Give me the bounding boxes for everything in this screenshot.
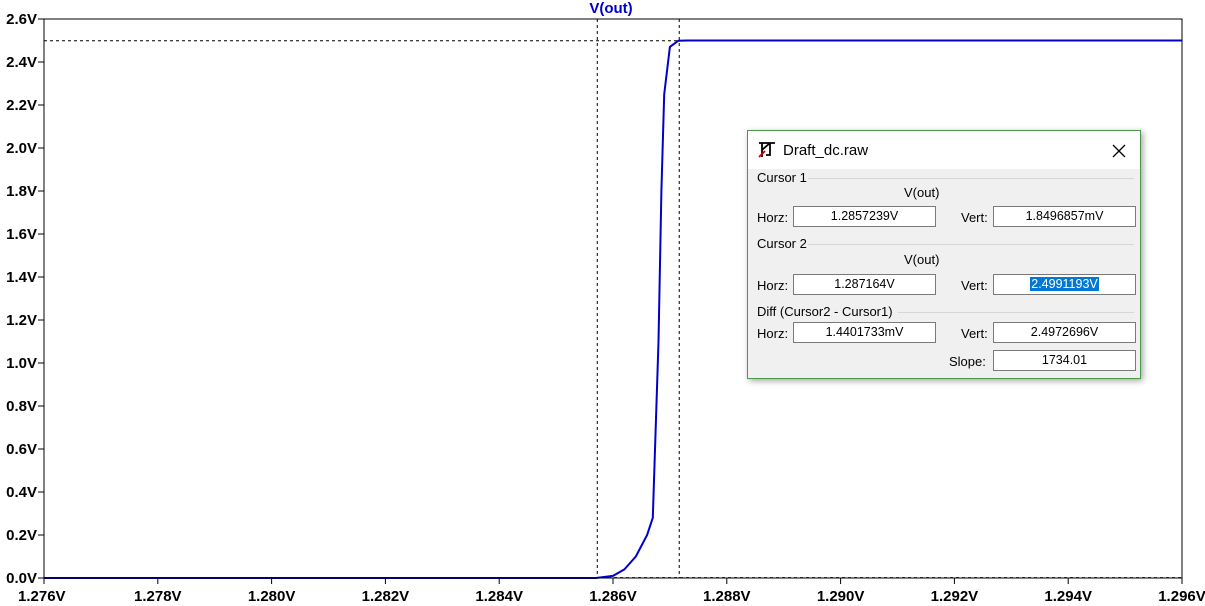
y-tick-label: 2.0V bbox=[6, 140, 37, 157]
x-tick-label: 1.280V bbox=[248, 588, 296, 605]
x-tick-label: 1.290V bbox=[817, 588, 865, 605]
y-tick-label: 1.4V bbox=[6, 269, 37, 286]
divider bbox=[898, 312, 1134, 313]
y-tick-label: 0.6V bbox=[6, 441, 37, 458]
slope-field[interactable]: 1734.01 bbox=[993, 350, 1136, 371]
divider bbox=[808, 244, 1134, 245]
cursor2-horz-field[interactable]: 1.287164V bbox=[793, 274, 936, 295]
cursor1-label: Cursor 1 bbox=[757, 170, 807, 185]
cursor2-horz-label: Horz: bbox=[757, 278, 789, 293]
cursor1-horz-field[interactable]: 1.2857239V bbox=[793, 206, 936, 227]
ltspice-app-icon bbox=[758, 142, 775, 158]
x-tick-label: 1.296V bbox=[1158, 588, 1205, 605]
y-tick-label: 2.2V bbox=[6, 97, 37, 114]
x-tick-label: 1.292V bbox=[931, 588, 979, 605]
x-tick-label: 1.282V bbox=[362, 588, 410, 605]
y-tick-label: 0.0V bbox=[6, 570, 37, 587]
diff-vert-label: Vert: bbox=[961, 326, 988, 341]
cursor-dialog: Draft_dc.raw Cursor 1 V(out) Horz: 1.285… bbox=[747, 130, 1141, 379]
divider bbox=[808, 178, 1134, 179]
cursor1-trace: V(out) bbox=[904, 185, 940, 200]
x-tick-label: 1.284V bbox=[475, 588, 523, 605]
series-line-vout bbox=[44, 39, 1182, 579]
slope-label: Slope: bbox=[949, 354, 986, 369]
diff-label: Diff (Cursor2 - Cursor1) bbox=[757, 304, 893, 319]
y-tick-label: 0.4V bbox=[6, 484, 37, 501]
cursor2-trace: V(out) bbox=[904, 252, 940, 267]
cursor1-vert-field[interactable]: 1.8496857mV bbox=[993, 206, 1136, 227]
x-tick-label: 1.286V bbox=[589, 588, 637, 605]
trace-title[interactable]: V(out) bbox=[589, 0, 632, 17]
dialog-title: Draft_dc.raw bbox=[783, 142, 869, 159]
y-tick-label: 0.8V bbox=[6, 398, 37, 415]
y-tick-label: 2.4V bbox=[6, 54, 37, 71]
y-tick-label: 1.2V bbox=[6, 312, 37, 329]
dialog-titlebar[interactable]: Draft_dc.raw bbox=[748, 131, 1140, 169]
x-tick-label: 1.294V bbox=[1044, 588, 1092, 605]
cursor1-vert-label: Vert: bbox=[961, 210, 988, 225]
x-tick-label: 1.278V bbox=[134, 588, 182, 605]
x-tick-label: 1.276V bbox=[18, 588, 66, 605]
diff-horz-field[interactable]: 1.4401733mV bbox=[793, 322, 936, 343]
x-tick-label: 1.288V bbox=[703, 588, 751, 605]
y-tick-label: 1.0V bbox=[6, 355, 37, 372]
close-icon[interactable] bbox=[1108, 140, 1130, 162]
cursor1-horz-label: Horz: bbox=[757, 210, 789, 225]
cursor2-vert-field[interactable]: 2.4991193V bbox=[993, 274, 1136, 295]
x-axis: 1.276V 1.278V 1.280V 1.282V 1.284V 1.286V 1.28… bbox=[18, 578, 1205, 605]
diff-vert-field[interactable]: 2.4972696V bbox=[993, 322, 1136, 343]
y-axis: 0.0V 0.2V 0.4V 0.6V 0.8V 1.0V 1.2V 1.4V 1.6V 1.8V… bbox=[6, 11, 44, 587]
y-tick-label: 1.6V bbox=[6, 226, 37, 243]
diff-horz-label: Horz: bbox=[757, 326, 789, 341]
cursor2-vert-label: Vert: bbox=[961, 278, 988, 293]
cursor2-label: Cursor 2 bbox=[757, 236, 807, 251]
y-tick-label: 2.6V bbox=[6, 11, 37, 28]
y-tick-label: 1.8V bbox=[6, 183, 37, 200]
plot-frame bbox=[43, 18, 1183, 579]
cursor2-vert-selected-text[interactable]: 2.4991193V bbox=[1030, 277, 1099, 291]
y-tick-label: 0.2V bbox=[6, 527, 37, 544]
series-layer bbox=[44, 39, 1182, 579]
